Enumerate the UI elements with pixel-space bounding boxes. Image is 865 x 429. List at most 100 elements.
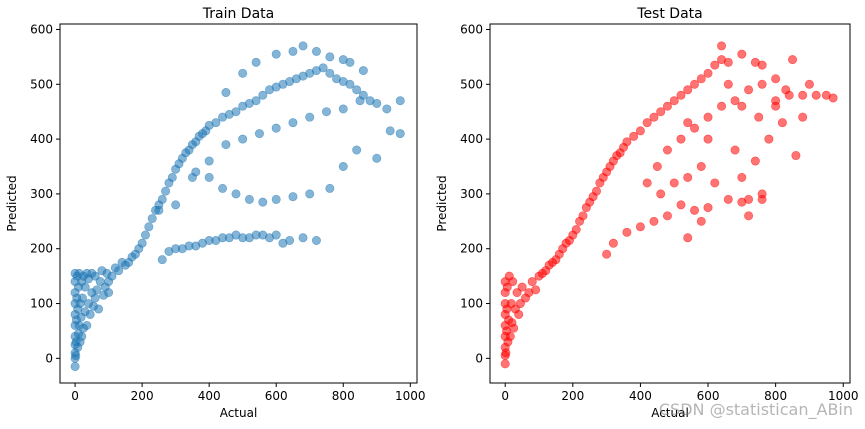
test-data-point bbox=[642, 118, 652, 128]
test-data-point bbox=[662, 211, 672, 221]
test-data-point bbox=[717, 101, 727, 111]
train-data-point bbox=[258, 90, 268, 100]
train-data-point bbox=[254, 129, 264, 139]
test-data-point bbox=[656, 107, 666, 117]
test-data-point bbox=[642, 178, 652, 188]
test-data-point bbox=[527, 277, 537, 287]
train-x-tick-label: 400 bbox=[198, 389, 221, 403]
test-data-point bbox=[502, 282, 512, 292]
test-data-point bbox=[717, 41, 727, 51]
train-data-point bbox=[71, 351, 81, 361]
train-data-point bbox=[104, 288, 114, 298]
train-data-point bbox=[288, 192, 298, 202]
train-data-point bbox=[114, 266, 124, 276]
test-data-point bbox=[515, 299, 525, 309]
test-data-point bbox=[771, 74, 781, 84]
test-data-point bbox=[662, 101, 672, 111]
train-data-point bbox=[218, 183, 228, 193]
train-x-tick-label: 800 bbox=[332, 389, 355, 403]
test-data-point bbox=[676, 134, 686, 144]
train-data-point bbox=[305, 189, 315, 199]
train-data-point bbox=[147, 214, 157, 224]
test-data-point bbox=[703, 203, 713, 213]
train-y-tick-label: 300 bbox=[30, 187, 53, 201]
train-data-point bbox=[137, 238, 147, 248]
train-axes-frame bbox=[59, 23, 418, 384]
test-data-point bbox=[757, 60, 767, 70]
train-data-point bbox=[80, 282, 90, 292]
test-data-point bbox=[764, 134, 774, 144]
test-data-point bbox=[571, 225, 581, 235]
test-x-tick-label: 600 bbox=[697, 389, 720, 403]
train-data-point bbox=[221, 140, 231, 150]
train-data-point bbox=[85, 309, 95, 319]
train-data-point bbox=[231, 107, 241, 117]
train-data-point bbox=[161, 186, 171, 196]
test-x-tick-label: 400 bbox=[629, 389, 652, 403]
test-data-point bbox=[500, 359, 510, 369]
test-data-point bbox=[804, 79, 814, 89]
test-data-point bbox=[690, 79, 700, 89]
train-data-point bbox=[288, 46, 298, 56]
test-data-point bbox=[737, 197, 747, 207]
train-data-point bbox=[94, 304, 104, 314]
test-data-point bbox=[683, 233, 693, 243]
train-x-tick-label: 0 bbox=[71, 389, 79, 403]
train-data-point bbox=[271, 123, 281, 133]
test-y-tick-label: 500 bbox=[460, 77, 483, 91]
train-data-point bbox=[167, 172, 177, 182]
train-y-tick-label: 400 bbox=[30, 132, 53, 146]
test-data-point bbox=[505, 331, 515, 341]
test-data-point bbox=[737, 172, 747, 182]
train-data-point bbox=[258, 197, 268, 207]
test-data-point bbox=[669, 96, 679, 106]
test-data-point bbox=[703, 68, 713, 78]
train-data-point bbox=[107, 271, 117, 281]
train-x-tick-label: 200 bbox=[131, 389, 154, 403]
test-data-point bbox=[635, 126, 645, 136]
test-data-point bbox=[683, 172, 693, 182]
test-data-point bbox=[828, 93, 838, 103]
train-data-point bbox=[345, 57, 355, 67]
test-data-point bbox=[703, 112, 713, 122]
train-data-point bbox=[92, 285, 102, 295]
test-data-point bbox=[730, 145, 740, 155]
train-scatter-panel: 0 200 400 600 800 1000 0 100 200 300 400 500 600 Trai… bbox=[5, 6, 426, 420]
train-data-point bbox=[204, 172, 214, 182]
test-data-point bbox=[744, 211, 754, 221]
test-data-point bbox=[723, 57, 733, 67]
test-data-point bbox=[737, 49, 747, 59]
test-data-point bbox=[509, 323, 519, 333]
test-data-point bbox=[811, 90, 821, 100]
train-data-point bbox=[321, 107, 331, 117]
test-data-point bbox=[696, 162, 706, 172]
test-data-point bbox=[669, 178, 679, 188]
test-data-point bbox=[754, 112, 764, 122]
test-data-point bbox=[750, 156, 760, 166]
test-data-point bbox=[683, 85, 693, 95]
train-data-point bbox=[82, 320, 92, 330]
test-data-point bbox=[676, 90, 686, 100]
test-data-point bbox=[622, 137, 632, 147]
test-data-point bbox=[696, 216, 706, 226]
test-data-point bbox=[723, 79, 733, 89]
train-y-tick-label: 200 bbox=[30, 242, 53, 256]
test-y-tick-label: 200 bbox=[460, 242, 483, 256]
train-data-point bbox=[187, 172, 197, 182]
train-data-point bbox=[395, 96, 405, 106]
test-data-point bbox=[531, 285, 541, 295]
train-x-tick-label: 1000 bbox=[395, 389, 426, 403]
train-data-point bbox=[352, 85, 362, 95]
test-y-tick-label: 600 bbox=[460, 22, 483, 36]
train-y-tick-label: 600 bbox=[30, 22, 53, 36]
train-data-point bbox=[325, 52, 335, 62]
test-data-point bbox=[771, 101, 781, 111]
test-data-point bbox=[757, 79, 767, 89]
train-data-point bbox=[288, 118, 298, 128]
test-data-point bbox=[757, 194, 767, 204]
test-scatter-panel: 0 200 400 600 800 1000 0 100 200 300 400 500 600 Test… bbox=[435, 6, 859, 420]
train-data-point bbox=[352, 145, 362, 155]
train-data-point bbox=[251, 57, 261, 67]
test-y-tick-label: 300 bbox=[460, 187, 483, 201]
